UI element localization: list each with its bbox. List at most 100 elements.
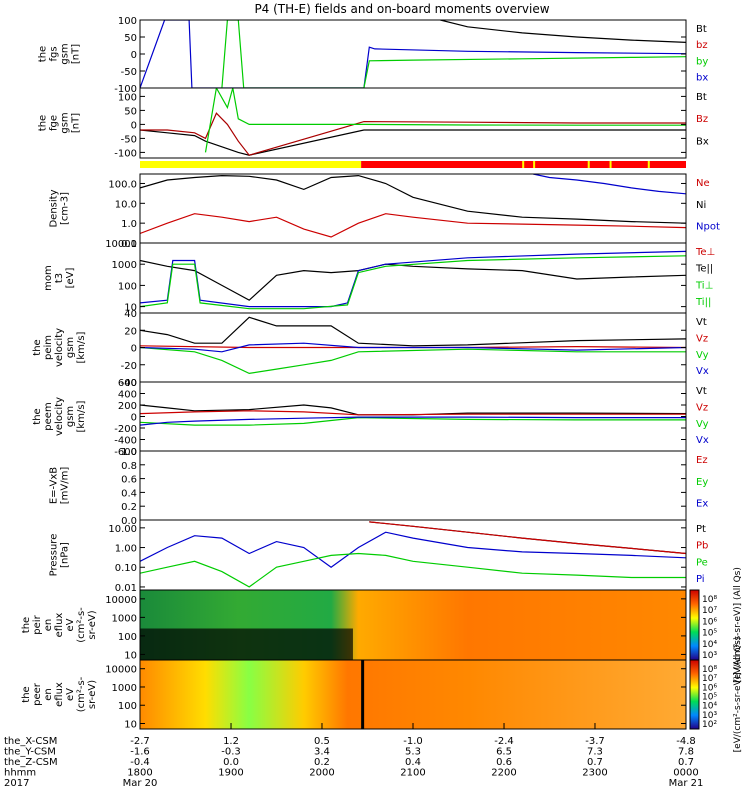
series-line-bx bbox=[140, 20, 686, 88]
y-tick-label: 0.4 bbox=[121, 488, 137, 499]
legend-entry: Vt bbox=[696, 317, 707, 328]
legend-entry: Bz bbox=[696, 114, 708, 125]
y-tick-label: 1.0 bbox=[121, 447, 137, 458]
x-row-value: 5.3 bbox=[405, 747, 421, 758]
x-row-value: 0.7 bbox=[587, 757, 603, 768]
x-row-value: -0.3 bbox=[221, 747, 241, 758]
y-axis-label: peer bbox=[32, 682, 43, 706]
series-line-ti bbox=[140, 250, 686, 308]
colorbar-tick-label: 10⁴ bbox=[702, 640, 717, 650]
series-line-vt bbox=[140, 316, 686, 347]
y-axis-label: t3 bbox=[54, 273, 65, 283]
panel-2: 100 50 0 -50 -100 the fge gsm [nT] Bt Bz Bx bbox=[38, 87, 709, 159]
x-row-value: Mar 20 bbox=[123, 778, 158, 789]
x-row-value: 6.5 bbox=[496, 747, 512, 758]
series-line-vy bbox=[140, 416, 686, 426]
y-tick-label: 0.10 bbox=[115, 563, 137, 574]
x-row-value: 0.7 bbox=[678, 757, 694, 768]
series-line-by bbox=[204, 88, 686, 153]
colorbar-tick-label: 10² bbox=[702, 720, 717, 730]
y-axis-label: Density bbox=[49, 189, 60, 227]
status-marker bbox=[522, 161, 525, 168]
y-tick-label: -100 bbox=[114, 84, 137, 95]
series-line-pb bbox=[369, 521, 686, 555]
colorbar-tick-label: 10⁵ bbox=[702, 629, 717, 639]
y-axis-label: en bbox=[43, 619, 54, 632]
y-axis-label: the bbox=[32, 339, 43, 355]
y-tick-label: 100 bbox=[118, 92, 137, 103]
legend-entry: Ex bbox=[696, 499, 708, 510]
y-tick-label: 400 bbox=[118, 390, 137, 401]
series-line-ne bbox=[140, 213, 686, 238]
y-tick-label: -200 bbox=[114, 424, 137, 435]
series-line-by bbox=[221, 20, 686, 88]
y-axis-label: peim bbox=[43, 335, 54, 360]
y-axis-label: sr-eV) bbox=[87, 610, 98, 639]
x-row-value: 1800 bbox=[127, 768, 152, 779]
series-line-te bbox=[140, 259, 686, 301]
x-row-value: 3.4 bbox=[314, 747, 330, 758]
panel-frame bbox=[139, 381, 687, 452]
colorbar-tick-label: 10⁴ bbox=[702, 702, 717, 712]
y-axis-label: the bbox=[32, 408, 43, 424]
panel-1: 100 50 0 -50 -100 the fgs gsm [nT] Bt bz by bx bbox=[38, 16, 709, 95]
panel-3: 100.0 10.0 1.0 0.1 Density [cm-3] Ne Ni Npot bbox=[49, 173, 720, 250]
y-tick-label: -20 bbox=[121, 361, 137, 372]
x-row-label: the_X-CSM bbox=[4, 736, 57, 747]
legend-entry: Bx bbox=[696, 136, 709, 147]
y-axis-label: eflux bbox=[54, 613, 65, 638]
status-bar bbox=[140, 161, 686, 168]
y-tick-label: -50 bbox=[121, 134, 137, 145]
x-row-value: 2000 bbox=[309, 768, 334, 779]
legend-entry: Vz bbox=[696, 333, 708, 344]
y-tick-label: -100 bbox=[114, 148, 137, 159]
colorbar-2 bbox=[689, 659, 700, 730]
y-tick-label: 0 bbox=[131, 344, 137, 355]
y-tick-label: 10 bbox=[124, 303, 137, 314]
series-line-ti bbox=[140, 255, 686, 310]
legend-entry: Te⊥ bbox=[695, 247, 715, 258]
panel-10: 10000 1000 100 10 the peer en eflux eV (cm²-s-sr-… bbox=[21, 659, 687, 731]
legend-entry: Pb bbox=[696, 541, 708, 552]
y-tick-label: 600 bbox=[118, 378, 137, 389]
y-axis-label: gsm bbox=[65, 337, 76, 358]
y-tick-label: -40 bbox=[121, 378, 137, 389]
colorbar-tick-label: 10⁸ bbox=[702, 595, 717, 605]
y-tick-label: 0.2 bbox=[121, 502, 137, 513]
y-tick-label: 10000 bbox=[105, 595, 137, 606]
colorbar-title: [eV/(cm²-s-sr-eV)] (All Qs) bbox=[733, 637, 743, 753]
colorbar-tick-label: 10³ bbox=[702, 711, 717, 721]
y-tick-label: 0 bbox=[131, 120, 137, 131]
y-tick-label: 10000 bbox=[105, 665, 137, 676]
x-row-value: -1.6 bbox=[130, 747, 150, 758]
y-axis-label: (cm²-s- bbox=[76, 607, 87, 643]
y-axis-label: sr-eV) bbox=[87, 680, 98, 709]
colorbar-tick-label: 10⁵ bbox=[702, 693, 717, 703]
legend-entry: by bbox=[696, 56, 708, 67]
legend-entry: Ne bbox=[696, 178, 710, 189]
legend-entry: bz bbox=[696, 40, 708, 51]
x-row-value: Mar 21 bbox=[669, 778, 704, 789]
y-tick-label: 10.00 bbox=[108, 524, 137, 535]
legend-entry: Vz bbox=[696, 402, 708, 413]
legend-entry: Pt bbox=[696, 524, 706, 535]
x-row-value: 0.5 bbox=[314, 736, 330, 747]
x-row-value: 2100 bbox=[400, 768, 425, 779]
panel-4: 10000 1000 100 10 mom t3 [eV] Te⊥ Te|| Ti⊥ Ti|| bbox=[43, 239, 715, 314]
y-tick-label: 200 bbox=[118, 401, 137, 412]
y-tick-label: 100 bbox=[118, 281, 137, 292]
y-axis-label: velocity bbox=[54, 328, 65, 367]
y-tick-label: 0.0 bbox=[121, 516, 137, 527]
panel-5: 40 20 0 -20 -40 the peim velocity gsm [km/s] Vt Vz V… bbox=[32, 309, 709, 389]
legend-entry: Ti⊥ bbox=[695, 280, 713, 291]
y-tick-label: -50 bbox=[121, 67, 137, 78]
series-line-vx bbox=[140, 416, 686, 426]
legend-entry: Te|| bbox=[695, 264, 713, 275]
y-axis-label: [eV] bbox=[65, 268, 76, 289]
x-row-value: -1.0 bbox=[403, 736, 423, 747]
y-axis-label: [cm-3] bbox=[60, 192, 71, 225]
colorbar-tick-label: 10⁶ bbox=[702, 683, 717, 693]
series-line-vy bbox=[140, 346, 686, 375]
panel-frame bbox=[139, 87, 687, 159]
